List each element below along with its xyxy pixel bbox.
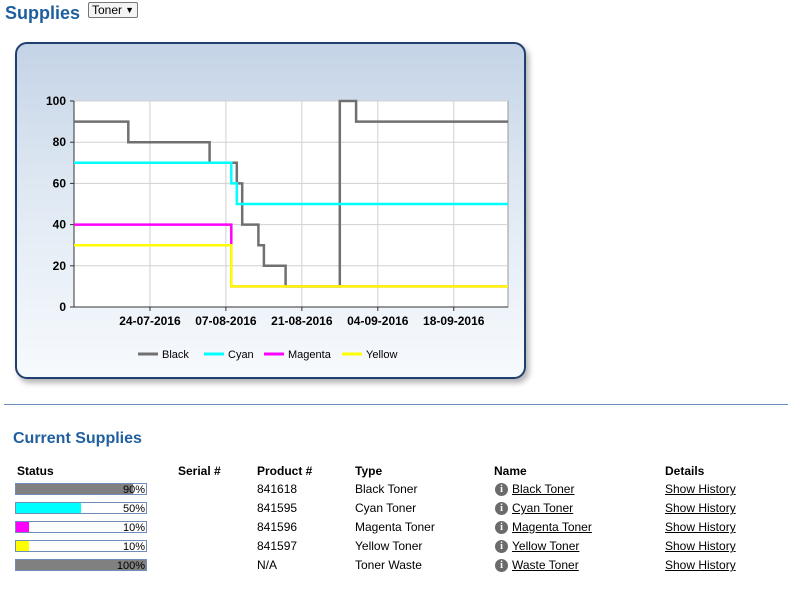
y-tick-label: 20 — [53, 259, 67, 273]
info-icon[interactable]: i — [495, 521, 508, 534]
info-icon[interactable]: i — [495, 502, 508, 515]
level-percent: 90% — [122, 484, 145, 496]
level-percent: 10% — [122, 522, 145, 534]
supply-name-link[interactable]: Magenta Toner — [512, 520, 592, 534]
info-icon[interactable]: i — [495, 559, 508, 572]
level-percent: 10% — [122, 541, 145, 553]
legend-label-yellow: Yellow — [366, 349, 397, 361]
level-bar: 100% — [15, 559, 147, 572]
details-header: Details — [665, 464, 705, 478]
level-percent: 100% — [116, 560, 145, 572]
product-cell: 841595 — [257, 501, 298, 515]
supply-name-link[interactable]: Yellow Toner — [512, 539, 580, 553]
supply-name-link[interactable]: Black Toner — [512, 482, 575, 496]
show-history-link[interactable]: Show History — [665, 482, 736, 496]
divider — [4, 404, 788, 405]
type-cell: Magenta Toner — [355, 520, 435, 534]
level-bar: 90% — [15, 483, 147, 496]
select-value: Toner — [92, 3, 123, 17]
level-bar-fill — [16, 541, 29, 551]
supply-name-link[interactable]: Cyan Toner — [512, 501, 574, 515]
show-history-link[interactable]: Show History — [665, 501, 736, 515]
level-bar-fill — [16, 484, 133, 494]
level-bar-fill — [16, 560, 146, 570]
level-bar: 10% — [15, 521, 147, 534]
legend-label-magenta: Magenta — [288, 349, 332, 361]
type-cell: Cyan Toner — [355, 501, 417, 515]
level-bar: 50% — [15, 502, 147, 515]
series-line-cyan — [74, 161, 508, 206]
level-bar-fill — [16, 522, 29, 532]
y-tick-label: 60 — [53, 176, 67, 190]
x-tick-label: 04-09-2016 — [347, 314, 409, 328]
x-tick-label: 24-07-2016 — [119, 314, 181, 328]
type-cell: Toner Waste — [355, 558, 422, 572]
level-bar: 10% — [15, 540, 147, 553]
y-tick-label: 0 — [59, 300, 66, 314]
chevron-down-icon: ▼ — [125, 5, 134, 15]
product-header: Product # — [257, 464, 313, 478]
show-history-link[interactable]: Show History — [665, 539, 736, 553]
x-tick-label: 18-09-2016 — [423, 314, 485, 328]
status-header: Status — [17, 464, 54, 478]
product-cell: 841597 — [257, 539, 298, 553]
supply-type-select[interactable]: Toner ▼ — [88, 2, 138, 18]
type-cell: Yellow Toner — [355, 539, 423, 553]
level-percent: 50% — [122, 503, 145, 515]
y-tick-label: 80 — [53, 135, 67, 149]
product-cell: 841618 — [257, 482, 298, 496]
legend-label-black: Black — [162, 349, 189, 361]
x-tick-label: 07-08-2016 — [195, 314, 257, 328]
y-tick-label: 100 — [46, 94, 66, 108]
show-history-link[interactable]: Show History — [665, 558, 736, 572]
serial-header: Serial # — [178, 464, 221, 478]
page-title: Supplies — [5, 3, 81, 23]
name-header: Name — [494, 464, 527, 478]
supply-name-link[interactable]: Waste Toner — [512, 558, 579, 572]
legend-label-cyan: Cyan — [228, 349, 254, 361]
x-tick-label: 21-08-2016 — [271, 314, 333, 328]
product-cell: 841596 — [257, 520, 298, 534]
series-line-black — [74, 99, 508, 288]
type-header: Type — [355, 464, 383, 478]
show-history-link[interactable]: Show History — [665, 520, 736, 534]
series-line-yellow — [74, 243, 508, 288]
product-cell: N/A — [257, 558, 278, 572]
type-cell: Black Toner — [355, 482, 418, 496]
y-tick-label: 40 — [53, 218, 67, 232]
info-icon[interactable]: i — [495, 483, 508, 496]
level-bar-fill — [16, 503, 81, 513]
info-icon[interactable]: i — [495, 540, 508, 553]
current-supplies-title: Current Supplies — [13, 430, 142, 447]
